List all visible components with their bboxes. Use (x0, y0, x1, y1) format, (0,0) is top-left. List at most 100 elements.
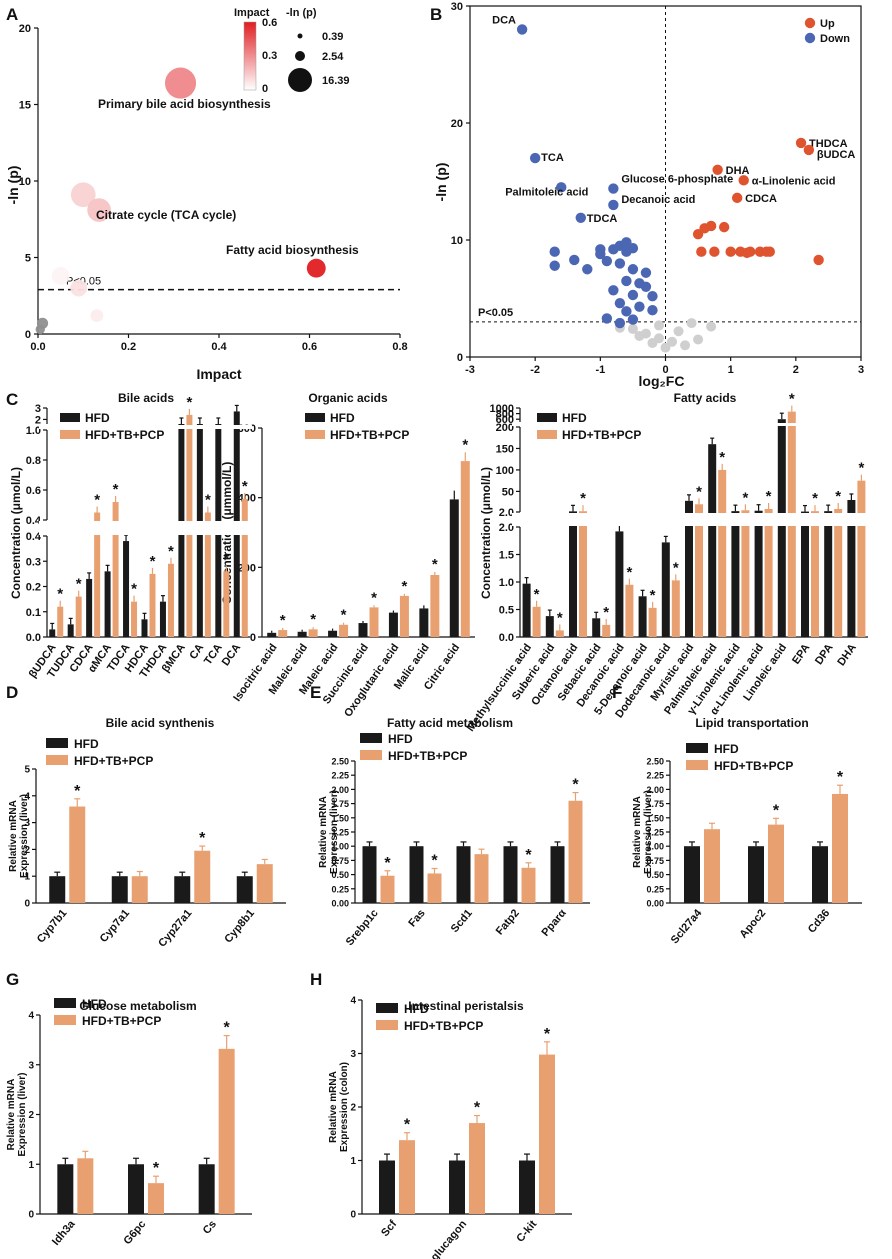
b-point-label: Glucose 6-phosphate (621, 174, 733, 186)
c3-bar-hfd (824, 511, 833, 637)
c3-bar-hfd (847, 499, 856, 637)
f-bar-treat (768, 824, 784, 903)
c1-significance-star: * (76, 576, 82, 593)
b-point-ns (706, 321, 717, 332)
d-significance-star: * (74, 783, 81, 800)
a-y-axis-label: -ln (p) (5, 166, 21, 205)
a-point-label: Fatty acid biosynthesis (226, 243, 359, 257)
f-bar-treat (704, 829, 720, 903)
a-x-tick-label: 0.8 (392, 341, 407, 353)
c3-significance-star: * (557, 609, 563, 626)
a-x-tick-label: 0.0 (30, 341, 45, 353)
a-legend-color-tick: 0 (262, 83, 268, 95)
c3-bar-treat (695, 504, 703, 637)
h-y-tick-label: 2 (350, 1103, 356, 1114)
b-x-tick-label: -3 (465, 364, 475, 376)
d-significance-star: * (199, 830, 206, 847)
b-x-tick-label: 0 (662, 364, 668, 376)
a-y-tick-label: 0 (25, 329, 31, 341)
c3-y-tick-label: 0.0 (499, 632, 514, 644)
c2-legend-label-hfd: HFD (330, 411, 355, 425)
c2-title: Organic acids (308, 391, 388, 405)
f-y-tick-label: 2.00 (646, 785, 664, 795)
c1-significance-star: * (94, 492, 100, 509)
c3-significance-star: * (766, 488, 772, 505)
e-bar-hfd (456, 846, 471, 903)
c3-x-tick-label: DPA (813, 642, 836, 667)
b-legend-marker-down (804, 32, 816, 44)
c3-significance-star: * (603, 604, 609, 621)
b-point-down (640, 281, 652, 292)
b-point-down (621, 237, 632, 248)
c3-y-tick-label: 600 (496, 414, 514, 426)
c2-bar-hfd (297, 631, 307, 637)
c1-bar-hfd (86, 578, 93, 637)
d-x-tick-label: Cyp7b1 (35, 907, 70, 945)
f-significance-star: * (837, 769, 844, 786)
c1-y-axis-label: Concentration (μmol/L) (9, 467, 23, 599)
b-point-down (595, 248, 606, 260)
a-point (164, 67, 197, 99)
c3-title: Fatty acids (674, 391, 737, 405)
c3-bar-treat (532, 606, 541, 637)
c1-axis-break (39, 425, 252, 429)
c3-legend-marker-treat (537, 430, 557, 439)
e-y-tick-label: 0.00 (331, 899, 349, 909)
panel-letter-h: H (310, 970, 322, 989)
f-y-axis-label: Relative mRNA (632, 796, 643, 868)
c3-bar-hfd (615, 531, 624, 637)
a-legend-colorbar (243, 21, 257, 91)
c1-significance-star: * (131, 581, 137, 598)
e-x-tick-label: Fatp2 (494, 907, 522, 937)
b-point-label: TDCA (587, 213, 618, 225)
c3-significance-star: * (812, 490, 818, 507)
d-y-tick-label: 4 (24, 791, 30, 802)
a-point-label: Primary bile acid biosynthesis (98, 97, 271, 111)
b-point-ns (653, 320, 664, 331)
c1-bar-hfd (141, 619, 148, 637)
b-point-label: α-Linolenic acid (752, 175, 836, 187)
c1-title: Bile acids (118, 391, 174, 405)
c1-bar-treat (223, 571, 230, 637)
g-legend-marker-hfd (54, 998, 76, 1008)
c1-legend-label-hfd: HFD (85, 411, 110, 425)
b-point-ns (680, 340, 691, 351)
h-legend-marker-treat (376, 1020, 398, 1030)
e-y-tick-label: 0.50 (331, 870, 349, 880)
c2-significance-star: * (310, 611, 316, 628)
d-bar-hfd (49, 876, 66, 903)
a-legend-color-title: Impact (234, 7, 270, 19)
c3-significance-star: * (626, 564, 632, 581)
c1-y-tick-label: 0.0 (26, 632, 41, 644)
e-y-tick-label: 1.50 (331, 813, 349, 823)
c2-bar-hfd (449, 499, 459, 637)
c3-bar-treat (834, 508, 843, 637)
c3-significance-star: * (650, 587, 656, 604)
g-y-tick-label: 1 (28, 1160, 34, 1171)
a-legend-size-title: -ln (p) (286, 7, 317, 19)
f-y-tick-label: 1.00 (646, 842, 664, 852)
c3-significance-star: * (719, 449, 725, 466)
a-y-tick-label: 15 (19, 100, 31, 112)
b-point-ns (660, 342, 671, 353)
c3-significance-star: * (580, 490, 586, 507)
c3-bar-treat (625, 584, 634, 637)
panel-letter-g: G (6, 970, 19, 989)
h-significance-star: * (474, 1100, 481, 1117)
c3-bar-hfd (754, 510, 763, 637)
b-point-labeled (608, 183, 619, 194)
e-significance-star: * (572, 777, 579, 794)
b-point-labeled (608, 199, 619, 211)
e-bar-hfd (362, 846, 377, 903)
c1-y-tick-label: 0.1 (26, 607, 41, 619)
f-legend-marker-hfd (686, 743, 708, 753)
g-legend-marker-treat (54, 1015, 76, 1025)
b-legend-marker-up (804, 17, 816, 29)
c3-bar-treat (811, 511, 819, 637)
c2-y-tick-label: 0 (250, 632, 256, 644)
f-legend-label-hfd: HFD (714, 742, 739, 756)
b-x-tick-label: -2 (530, 364, 540, 376)
c3-bar-hfd (708, 444, 717, 637)
e-bar-treat (380, 875, 395, 903)
